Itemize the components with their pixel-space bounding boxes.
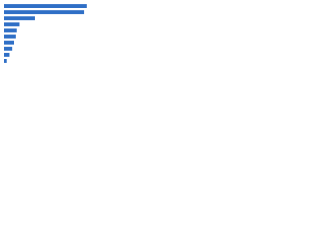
bar bbox=[4, 22, 20, 27]
bar bbox=[4, 10, 85, 15]
bar bbox=[4, 16, 35, 21]
chart bbox=[0, 0, 100, 71]
bar bbox=[4, 52, 10, 57]
bar bbox=[4, 34, 16, 39]
bar bbox=[4, 4, 87, 9]
bar bbox=[4, 40, 15, 45]
bar bbox=[4, 28, 17, 33]
bar bbox=[4, 46, 13, 51]
page: (() => { const data = JSON.parse(documen… bbox=[0, 0, 320, 71]
bar bbox=[4, 58, 7, 63]
